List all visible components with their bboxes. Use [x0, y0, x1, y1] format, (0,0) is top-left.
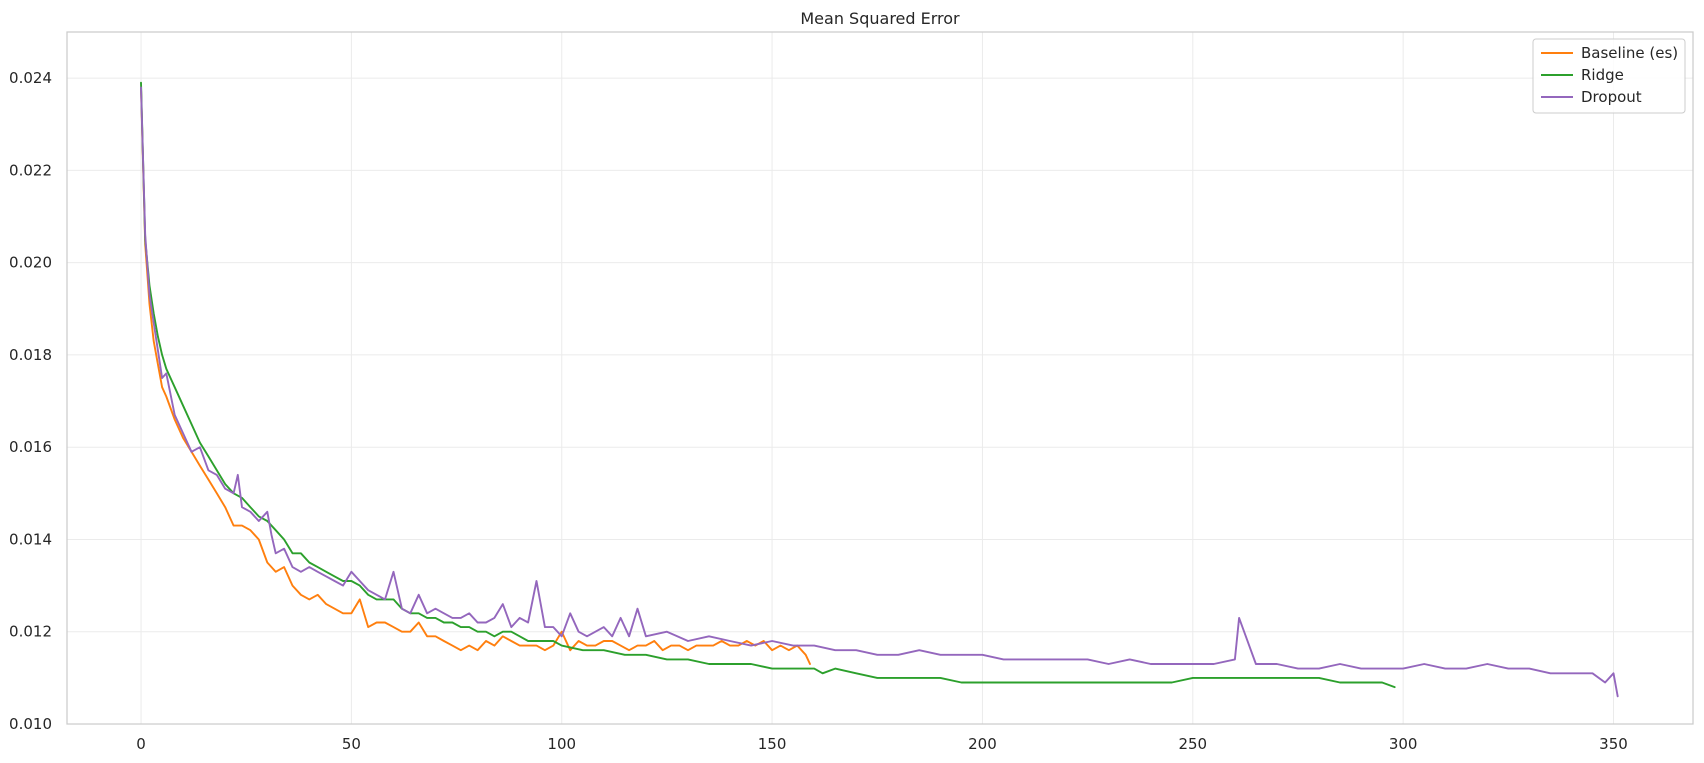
plot-area-border [66, 31, 1694, 725]
x-tick-label: 300 [1389, 735, 1418, 753]
x-tick-label: 200 [968, 735, 997, 753]
series-line-dropout [140, 86, 1619, 698]
legend-label: Baseline (es) [1581, 44, 1678, 62]
legend: Baseline (es) Ridge Dropout [1532, 38, 1686, 114]
y-tick-label: 0.014 [9, 530, 52, 548]
y-tick-label: 0.018 [9, 346, 52, 364]
x-tick-label: 100 [547, 735, 576, 753]
y-tick-label: 0.024 [9, 69, 52, 87]
series-line-baseline-es [140, 86, 811, 665]
grid-lines [67, 32, 1693, 725]
x-tick-label: 150 [758, 735, 787, 753]
x-tick-label: 350 [1599, 735, 1628, 753]
series-line-ridge [140, 81, 1396, 689]
y-tick-label: 0.020 [9, 254, 52, 272]
x-tick-label: 250 [1178, 735, 1207, 753]
tick-labels: 0 50 100 150 200 250 300 350 0.010 0.012 0.014 0.01… [9, 69, 1628, 753]
chart-title: Mean Squared Error [800, 9, 960, 28]
legend-label: Ridge [1581, 66, 1624, 84]
y-tick-label: 0.012 [9, 623, 52, 641]
x-tick-label: 0 [136, 735, 146, 753]
y-tick-label: 0.010 [9, 715, 52, 733]
legend-label: Dropout [1581, 88, 1642, 106]
y-tick-label: 0.022 [9, 161, 52, 179]
y-tick-label: 0.016 [9, 438, 52, 456]
x-tick-label: 50 [342, 735, 361, 753]
series-lines [140, 81, 1619, 698]
legend-box [1532, 38, 1686, 114]
